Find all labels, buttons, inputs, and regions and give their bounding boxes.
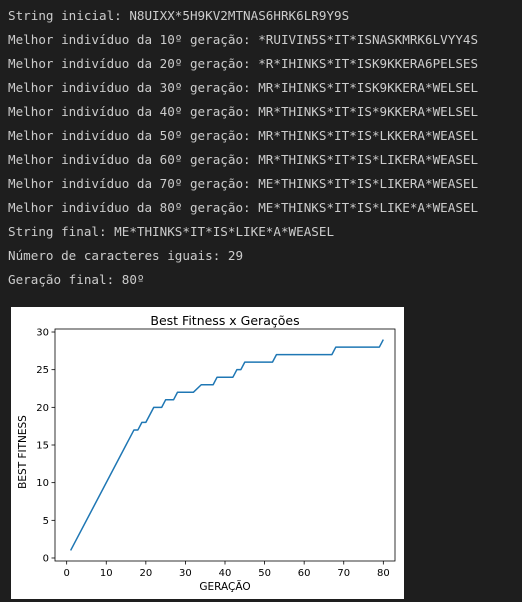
output-line-gen-40: Melhor indivíduo da 40º geração: MR*THIN… <box>8 104 479 119</box>
output-line-gen-70: Melhor indivíduo da 70º geração: ME*THIN… <box>8 176 479 191</box>
output-line-gen-10: Melhor indivíduo da 10º geração: *RUIVIN… <box>8 32 479 47</box>
y-tick-label: 10 <box>36 478 49 489</box>
x-tick-label: 30 <box>179 568 192 579</box>
fitness-series-line <box>69 339 384 551</box>
output-line-final-string: String final: ME*THINKS*IT*IS*LIKE*A*WEA… <box>8 224 335 239</box>
output-line-gen-30: Melhor indivíduo da 30º geração: MR*IHIN… <box>8 80 479 95</box>
x-axis-label: GERAÇÃO <box>199 580 250 593</box>
x-tick-label: 80 <box>377 568 390 579</box>
output-line-initial-string: String inicial: N8UIXX*5H9KV2MTNAS6HRK6L… <box>8 8 350 23</box>
series-layer <box>69 339 384 551</box>
x-tick-label: 60 <box>298 568 311 579</box>
fitness-chart-svg: Best Fitness x Gerações GERAÇÃO BEST FIT… <box>17 313 396 593</box>
y-tick-label: 25 <box>36 365 49 376</box>
y-tick-label: 15 <box>36 441 49 452</box>
y-axis-label: BEST FITNESS <box>17 415 29 489</box>
output-line-gen-80: Melhor indivíduo da 80º geração: ME*THIN… <box>8 200 479 215</box>
output-line-gen-50: Melhor indivíduo da 50º geração: MR*THIN… <box>8 128 479 143</box>
x-tick-label: 50 <box>258 568 271 579</box>
y-tick-label: 0 <box>43 553 49 564</box>
fitness-chart: Best Fitness x Gerações GERAÇÃO BEST FIT… <box>11 307 404 599</box>
y-tick-label: 30 <box>36 328 49 339</box>
x-tick-label: 0 <box>63 568 69 579</box>
y-tick-label: 5 <box>43 516 49 527</box>
output-line-equal-chars: Número de caracteres iguais: 29 <box>8 248 244 263</box>
x-tick-label: 10 <box>100 568 113 579</box>
x-tick-label: 40 <box>219 568 232 579</box>
output-line-final-generation: Geração final: 80º <box>8 272 145 287</box>
x-tick-label: 20 <box>139 568 152 579</box>
axes-frame <box>54 328 396 562</box>
output-line-gen-60: Melhor indivíduo da 60º geração: MR*THIN… <box>8 152 479 167</box>
tick-layer: 0 10 20 30 40 50 60 70 80 0 5 10 15 20 25 30 <box>36 328 389 579</box>
y-tick-label: 20 <box>36 403 49 414</box>
x-tick-label: 70 <box>337 568 350 579</box>
output-line-gen-20: Melhor indivíduo da 20º geração: *R*IHIN… <box>8 56 479 71</box>
chart-title: Best Fitness x Gerações <box>150 313 299 328</box>
